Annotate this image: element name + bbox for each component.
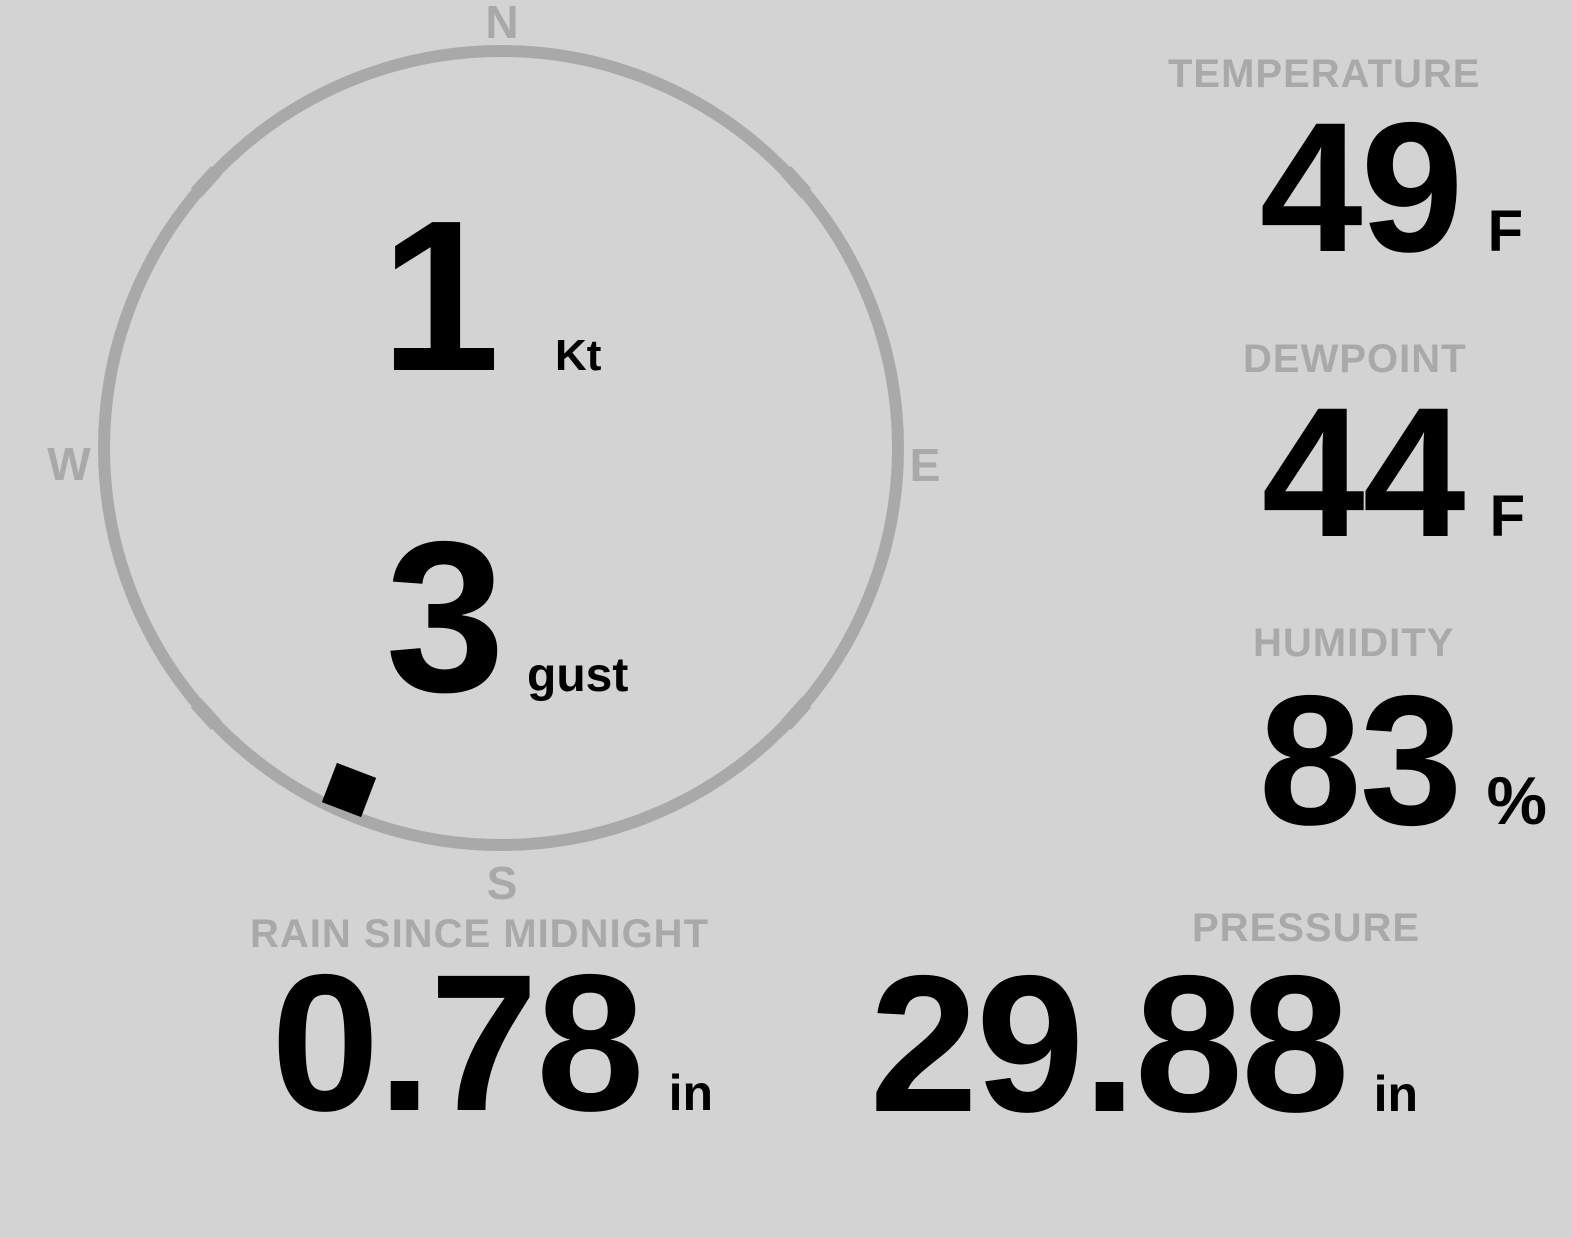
compass-label-north: N bbox=[485, 0, 518, 48]
dewpoint-metric: 44 F bbox=[1262, 381, 1525, 566]
compass-tick-sw bbox=[190, 698, 222, 730]
wind-direction-marker bbox=[321, 762, 377, 818]
wind-gust-unit: gust bbox=[527, 649, 628, 702]
compass-label-east: E bbox=[910, 439, 941, 491]
dewpoint-value: 44 bbox=[1261, 370, 1466, 576]
humidity-metric: 83 % bbox=[1259, 669, 1547, 854]
rain-metric: 0.78 in bbox=[271, 946, 713, 1141]
wind-gust-value: 3 bbox=[385, 496, 505, 737]
temperature-value: 49 bbox=[1259, 85, 1464, 291]
compass-ring bbox=[98, 45, 904, 851]
pressure-unit: in bbox=[1373, 1066, 1418, 1122]
compass-label-south: S bbox=[487, 857, 518, 909]
humidity-unit: % bbox=[1486, 763, 1547, 839]
temperature-label: TEMPERATURE bbox=[1168, 52, 1481, 96]
temperature-metric: 49 F bbox=[1260, 96, 1523, 281]
pressure-metric: 29.88 in bbox=[870, 947, 1418, 1142]
wind-compass-gauge: N E S W 1 Kt 3 gust bbox=[47, 0, 941, 909]
wind-speed-value: 1 bbox=[380, 175, 500, 416]
wind-speed-unit: Kt bbox=[555, 331, 602, 380]
rain-label: RAIN SINCE MIDNIGHT bbox=[250, 912, 709, 956]
rain-unit: in bbox=[668, 1065, 713, 1121]
temperature-unit: F bbox=[1487, 199, 1523, 264]
rain-value: 0.78 bbox=[271, 934, 645, 1152]
compass-label-west: W bbox=[47, 438, 91, 490]
compass-tick-ne bbox=[780, 166, 812, 198]
pressure-value: 29.88 bbox=[869, 935, 1350, 1153]
dewpoint-label: DEWPOINT bbox=[1243, 337, 1467, 381]
dewpoint-unit: F bbox=[1489, 484, 1525, 549]
humidity-label: HUMIDITY bbox=[1253, 621, 1455, 665]
humidity-value: 83 bbox=[1258, 658, 1463, 864]
pressure-label: PRESSURE bbox=[1192, 906, 1421, 950]
compass-tick-se bbox=[780, 698, 812, 730]
compass-tick-nw bbox=[190, 166, 222, 198]
